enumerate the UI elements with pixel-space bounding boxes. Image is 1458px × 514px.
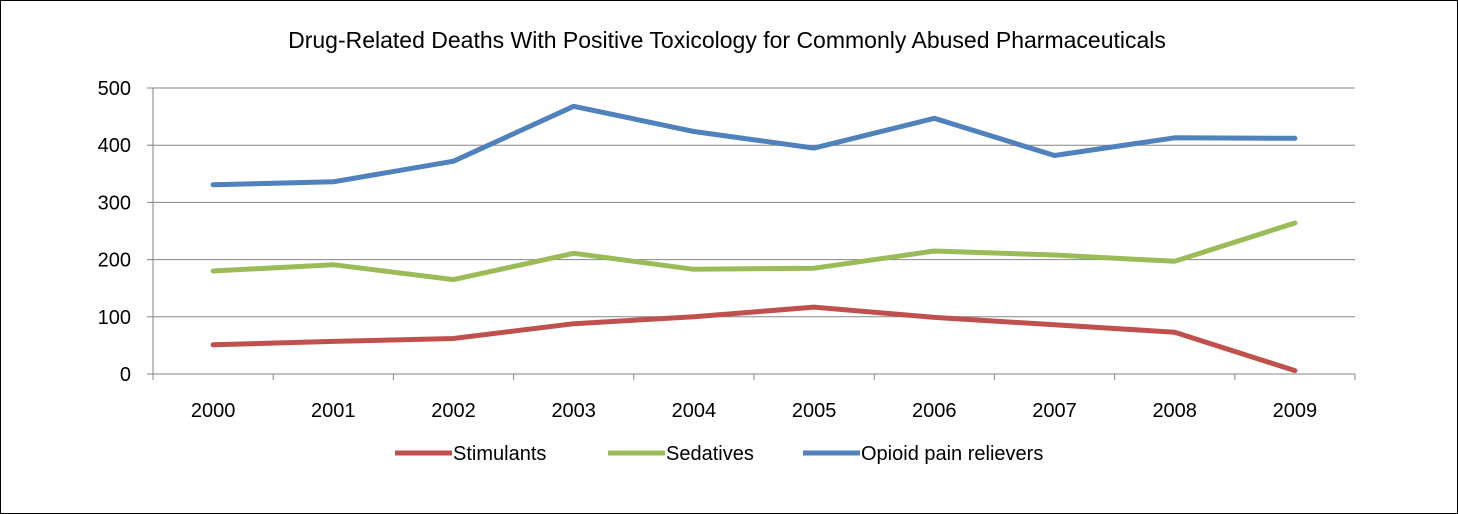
y-tick-label: 400 <box>98 135 131 157</box>
x-tick-label: 2002 <box>431 400 476 422</box>
x-tick-label: 2004 <box>672 400 717 422</box>
legend-label-sedatives: Sedatives <box>666 443 754 465</box>
legend-label-stimulants: Stimulants <box>453 443 546 465</box>
legend: Stimulants Sedatives Opioid pain relievers <box>395 443 1043 465</box>
x-tick-label: 2005 <box>792 400 837 422</box>
series-lines <box>210 103 1298 374</box>
x-tick-label: 2007 <box>1032 400 1077 422</box>
axes <box>147 87 1356 380</box>
series-line-sedatives <box>210 220 1298 283</box>
y-axis-tick-labels: 0 100 200 300 400 500 <box>98 78 131 386</box>
x-tick-label: 2008 <box>1152 400 1197 422</box>
y-tick-label: 200 <box>98 250 131 272</box>
y-tick-label: 100 <box>98 307 131 329</box>
x-tick-label: 2009 <box>1273 400 1318 422</box>
y-tick-label: 0 <box>120 364 131 386</box>
series-line-opioid-pain-relievers <box>210 103 1298 188</box>
series-line-stimulants <box>210 304 1298 374</box>
x-tick-label: 2001 <box>311 400 356 422</box>
y-tick-label: 500 <box>98 78 131 100</box>
y-tick-label: 300 <box>98 192 131 214</box>
x-tick-label: 2006 <box>912 400 957 422</box>
chart-title: Drug-Related Deaths With Positive Toxico… <box>288 27 1166 53</box>
x-axis-tick-labels: 2000 2001 2002 2003 2004 2005 2006 2007 2008 2009 <box>191 400 1317 422</box>
legend-label-opioid-pain-relievers: Opioid pain relievers <box>861 443 1043 465</box>
x-tick-label: 2000 <box>191 400 236 422</box>
x-tick-label: 2003 <box>551 400 596 422</box>
gridlines <box>153 87 1355 318</box>
